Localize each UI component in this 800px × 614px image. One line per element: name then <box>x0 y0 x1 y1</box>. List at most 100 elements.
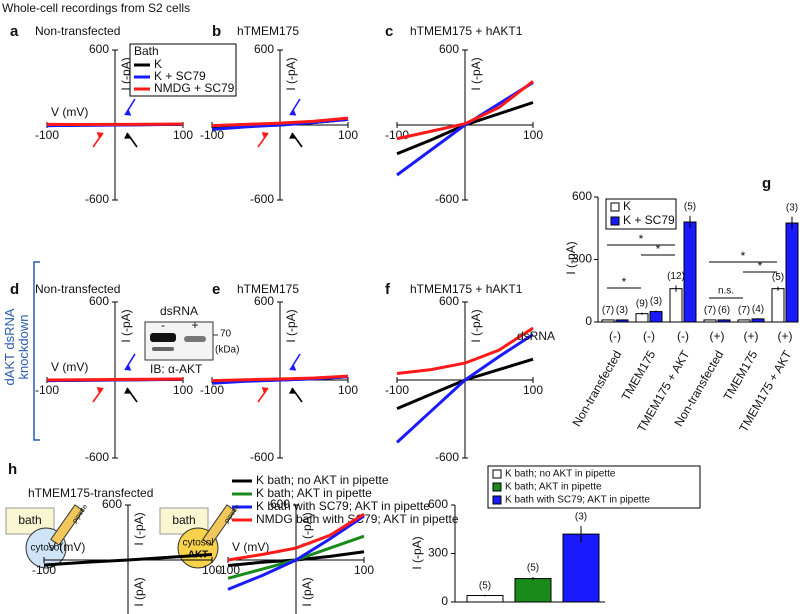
x-tick-label: -100 <box>35 383 59 397</box>
y-tick-label: -600 <box>250 192 274 206</box>
dsrna-value: (-) <box>677 329 689 343</box>
y-axis-label: I (-pA) <box>119 309 133 342</box>
legend-label: K bath with SC79; AKT in pipette <box>505 495 650 506</box>
x-tick-label: 100 <box>338 128 358 142</box>
arrow <box>92 387 104 403</box>
legend-swatch <box>610 216 620 226</box>
x-tick-label: 100 <box>523 128 543 142</box>
legend-label: K bath; no AKT in pipette <box>256 473 389 487</box>
y-axis-label: I (-pA) <box>564 241 578 274</box>
arrow <box>126 387 138 403</box>
y-axis-label: I (-pA) <box>300 512 314 545</box>
bar <box>683 221 697 323</box>
y-axis-label: I (pA) <box>132 577 146 606</box>
x-tick-label: 100 <box>173 383 193 397</box>
arrow-head <box>261 387 268 393</box>
x-axis-label: V (mV) <box>232 540 269 554</box>
y-tick-label: 600 <box>102 497 122 511</box>
arrow <box>289 98 301 116</box>
n-label: (3) <box>616 305 628 316</box>
legend-label: K bath with SC79; AKT in pipette <box>256 499 430 513</box>
y-tick-label: 600 <box>428 497 448 511</box>
arrow <box>126 132 138 148</box>
iv-line <box>227 514 365 591</box>
n-label: (9) <box>636 298 648 309</box>
bar <box>635 313 649 323</box>
panel-letter: b <box>212 23 221 40</box>
panel-title: hTMEM175 <box>237 24 299 38</box>
bar <box>669 288 683 323</box>
blot-band <box>150 333 176 342</box>
arrow <box>257 387 269 403</box>
panel-letter: f <box>385 281 391 298</box>
cartoon-label: bath <box>18 513 41 527</box>
blot-lane: - <box>161 318 165 332</box>
x-tick-label: -100 <box>385 383 409 397</box>
panel-title: hTMEM175 + hAKT1 <box>410 282 523 296</box>
figure-title: Whole-cell recordings from S2 cells <box>2 1 190 15</box>
iv-line <box>396 326 534 375</box>
blot-marker: 70 <box>220 329 232 340</box>
cartoon-label: cytosol <box>182 538 213 549</box>
n-label: (3) <box>575 512 587 523</box>
y-axis-label: I (-pA) <box>132 512 146 545</box>
legend-swatch <box>492 482 502 492</box>
y-axis-label: I (-pA) <box>469 57 483 90</box>
legend-label: K + SC79 <box>154 69 206 83</box>
knockdown-label: dAKT dsRNA knockdown <box>2 308 31 386</box>
arrow <box>257 132 269 148</box>
iv-line <box>211 116 349 128</box>
x-tick-label: -100 <box>35 128 59 142</box>
x-tick-label: Non-transfected <box>570 348 625 429</box>
bar <box>514 578 552 603</box>
dsrna-value: (+) <box>744 329 759 343</box>
n-label: (5) <box>527 563 539 574</box>
panel-title: hTMEM175-transfected <box>28 486 153 500</box>
cartoon-label: cytosol <box>30 543 61 554</box>
bar <box>649 311 663 323</box>
x-tick-label: 100 <box>338 383 358 397</box>
y-tick-label: 0 <box>441 594 448 608</box>
arrow-head <box>289 133 296 139</box>
arrow-head <box>96 132 103 138</box>
cartoon-label: bath <box>172 513 195 527</box>
blot-header: dsRNA <box>160 304 198 318</box>
bar <box>771 288 785 323</box>
dsrna-value: (-) <box>643 329 655 343</box>
n-label: (3) <box>786 202 798 213</box>
x-tick-label: 100 <box>173 128 193 142</box>
dsrna-label: dsRNA <box>517 329 555 343</box>
iv-line <box>46 377 184 382</box>
x-axis-label: V (mV) <box>51 105 88 119</box>
y-tick-label: -600 <box>250 450 274 464</box>
arrow-head <box>261 132 268 138</box>
panel-letter: d <box>10 281 19 298</box>
sig-label: n.s. <box>718 286 734 297</box>
y-tick-label: 600 <box>270 497 290 511</box>
y-axis-label: I (-pA) <box>284 309 298 342</box>
y-tick-label: -600 <box>85 450 109 464</box>
bar <box>466 595 504 603</box>
n-label: (5) <box>684 201 696 212</box>
y-tick-label: -600 <box>435 450 459 464</box>
x-tick-label: 100 <box>202 563 222 577</box>
legend-frame <box>129 43 237 97</box>
iv-line <box>395 333 534 444</box>
blot-lane: + <box>191 318 198 332</box>
n-label: (4) <box>752 304 764 315</box>
legend-label: K <box>154 57 162 71</box>
x-tick-label: 100 <box>523 383 543 397</box>
legend-swatch <box>492 469 502 479</box>
arrow-head <box>289 388 296 394</box>
y-axis-label: I (-pA) <box>410 536 424 569</box>
legend-label: NMDG + SC79 <box>154 81 235 95</box>
panel-title: hTMEM175 + hAKT1 <box>410 24 523 38</box>
blot-band <box>184 336 206 342</box>
dsrna-value: (+) <box>710 329 725 343</box>
y-tick-label: 300 <box>572 252 592 266</box>
blot-antibody: IB: α-AKT <box>150 362 203 376</box>
y-axis-label: I (pA) <box>300 577 314 606</box>
pipette <box>202 504 236 546</box>
n-label: (5) <box>772 272 784 283</box>
